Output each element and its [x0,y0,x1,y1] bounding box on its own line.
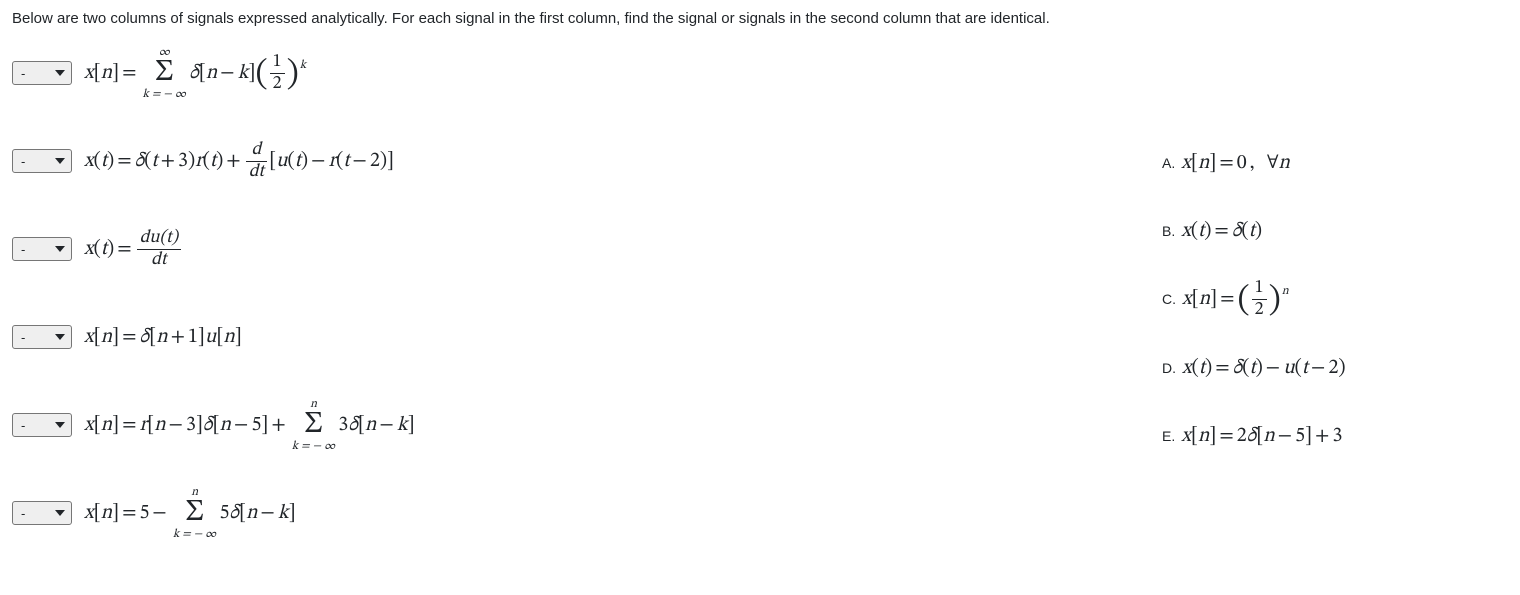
select-value: - [21,154,55,169]
instructions-text: Below are two columns of signals express… [12,8,1508,29]
select-value: - [21,242,55,257]
answer-select-q1[interactable]: - [12,61,72,85]
question-row: - x(t) = δ(t+3)r(t) + d dt [u(t)−r(t−2)] [12,131,1162,191]
question-expr-q5: x[n] = r[n−3]δ[n−5] + n Σ k = − ∞ 3δ[n−k… [84,398,415,452]
chevron-down-icon [55,158,65,164]
option-expr-E: x[n]= 2δ[n−5]+3 [1181,424,1342,448]
chevron-down-icon [55,246,65,252]
question-expr-q3: x(t) = du(t) dt [84,229,183,270]
option-expr-C: x[n]= ( 1 2 ) n [1182,279,1289,320]
select-value: - [21,330,55,345]
question-expr-q2: x(t) = δ(t+3)r(t) + d dt [u(t)−r(t−2)] [84,141,394,182]
option-row-D: D. x(t)= δ(t)−u(t−2) [1162,348,1508,388]
right-column: A. x[n]=0 , ∀n B. x(t)=δ(t) C. x[n]= ( [1162,43,1508,484]
option-expr-D: x(t)= δ(t)−u(t−2) [1182,356,1346,380]
question-row: - x(t) = du(t) dt [12,219,1162,279]
chevron-down-icon [55,70,65,76]
option-label: D. [1162,360,1176,376]
question-row: - x[n] = ∞ Σ k = − ∞ δ[n−k] ( 1 [12,43,1162,103]
chevron-down-icon [55,510,65,516]
option-label: C. [1162,291,1176,307]
select-value: - [21,66,55,81]
option-expr-A: x[n]=0 , ∀n [1181,151,1290,175]
left-column: - x[n] = ∞ Σ k = − ∞ δ[n−k] ( 1 [12,43,1162,571]
question-expr-q1: x[n] = ∞ Σ k = − ∞ δ[n−k] ( 1 2 ) [84,46,306,100]
answer-select-q6[interactable]: - [12,501,72,525]
answer-select-q4[interactable]: - [12,325,72,349]
question-expr-q6: x[n] = 5− n Σ k = − ∞ 5δ[n−k] [84,486,296,540]
answer-select-q2[interactable]: - [12,149,72,173]
option-row-B: B. x(t)=δ(t) [1162,211,1508,251]
chevron-down-icon [55,422,65,428]
option-label: B. [1162,223,1175,239]
option-row-A: A. x[n]=0 , ∀n [1162,143,1508,183]
answer-select-q5[interactable]: - [12,413,72,437]
select-value: - [21,418,55,433]
option-label: E. [1162,428,1175,444]
option-expr-B: x(t)=δ(t) [1181,219,1262,243]
option-row-C: C. x[n]= ( 1 2 ) n [1162,279,1508,320]
question-expr-q4: x[n] = δ[n+1]u[n] [84,325,242,349]
question-row: - x[n] = r[n−3]δ[n−5] + n Σ k = − ∞ 3δ[n… [12,395,1162,455]
question-row: - x[n] = δ[n+1]u[n] [12,307,1162,367]
option-label: A. [1162,155,1175,171]
question-row: - x[n] = 5− n Σ k = − ∞ 5δ[n−k] [12,483,1162,543]
columns-container: - x[n] = ∞ Σ k = − ∞ δ[n−k] ( 1 [12,43,1508,571]
select-value: - [21,506,55,521]
option-row-E: E. x[n]= 2δ[n−5]+3 [1162,416,1508,456]
chevron-down-icon [55,334,65,340]
answer-select-q3[interactable]: - [12,237,72,261]
